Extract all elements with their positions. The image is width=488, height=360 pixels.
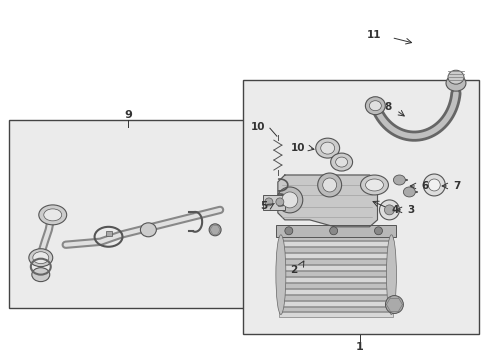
Ellipse shape [368, 101, 381, 111]
Ellipse shape [29, 249, 53, 267]
Ellipse shape [427, 179, 439, 191]
Ellipse shape [285, 227, 292, 235]
Bar [278, 271, 393, 276]
Ellipse shape [393, 175, 405, 185]
Ellipse shape [385, 296, 403, 314]
Ellipse shape [140, 223, 156, 237]
Text: 1: 1 [355, 342, 363, 352]
Text: 10: 10 [290, 143, 305, 153]
Bar [278, 241, 393, 246]
Ellipse shape [374, 227, 382, 235]
Text: 3: 3 [407, 205, 414, 215]
Bar [278, 247, 393, 252]
Ellipse shape [315, 138, 339, 158]
Text: 5: 5 [260, 201, 267, 211]
Bar [278, 312, 393, 318]
Ellipse shape [379, 200, 399, 220]
Ellipse shape [384, 205, 394, 215]
Bar [263, 195, 285, 210]
Text: 10: 10 [250, 122, 264, 132]
Bar [278, 283, 393, 288]
Ellipse shape [320, 142, 334, 154]
Ellipse shape [423, 174, 444, 196]
Ellipse shape [275, 235, 285, 315]
Ellipse shape [329, 227, 337, 235]
Bar [243, 80, 478, 334]
Bar [278, 301, 393, 306]
Bar [278, 306, 393, 311]
Text: 4: 4 [391, 205, 398, 215]
Text: 2: 2 [289, 265, 297, 275]
Text: 8: 8 [384, 102, 391, 112]
Ellipse shape [32, 268, 50, 282]
Ellipse shape [44, 209, 61, 221]
Ellipse shape [365, 97, 385, 115]
Text: 7: 7 [452, 181, 460, 191]
Bar [278, 276, 393, 282]
Ellipse shape [276, 187, 302, 213]
Ellipse shape [317, 173, 341, 197]
Ellipse shape [264, 198, 272, 206]
Bar [278, 235, 393, 240]
Bar [278, 294, 393, 300]
Ellipse shape [335, 157, 347, 167]
Bar [275, 225, 396, 237]
Ellipse shape [445, 75, 465, 91]
Ellipse shape [281, 192, 297, 208]
Ellipse shape [403, 187, 414, 197]
Text: 9: 9 [124, 110, 132, 120]
Bar [278, 289, 393, 293]
Bar [105, 231, 111, 236]
Bar [278, 265, 393, 270]
Bar [9, 120, 247, 307]
Polygon shape [277, 175, 377, 227]
Ellipse shape [33, 252, 49, 264]
Text: 11: 11 [366, 30, 381, 40]
Ellipse shape [39, 205, 66, 225]
Bar [278, 259, 393, 264]
Ellipse shape [275, 198, 283, 206]
Ellipse shape [360, 175, 387, 195]
Ellipse shape [209, 224, 221, 236]
Bar [278, 253, 393, 258]
Ellipse shape [322, 178, 336, 192]
Ellipse shape [365, 179, 383, 191]
Ellipse shape [447, 70, 463, 84]
Ellipse shape [330, 153, 352, 171]
Text: 6: 6 [421, 181, 428, 191]
Ellipse shape [386, 235, 396, 315]
